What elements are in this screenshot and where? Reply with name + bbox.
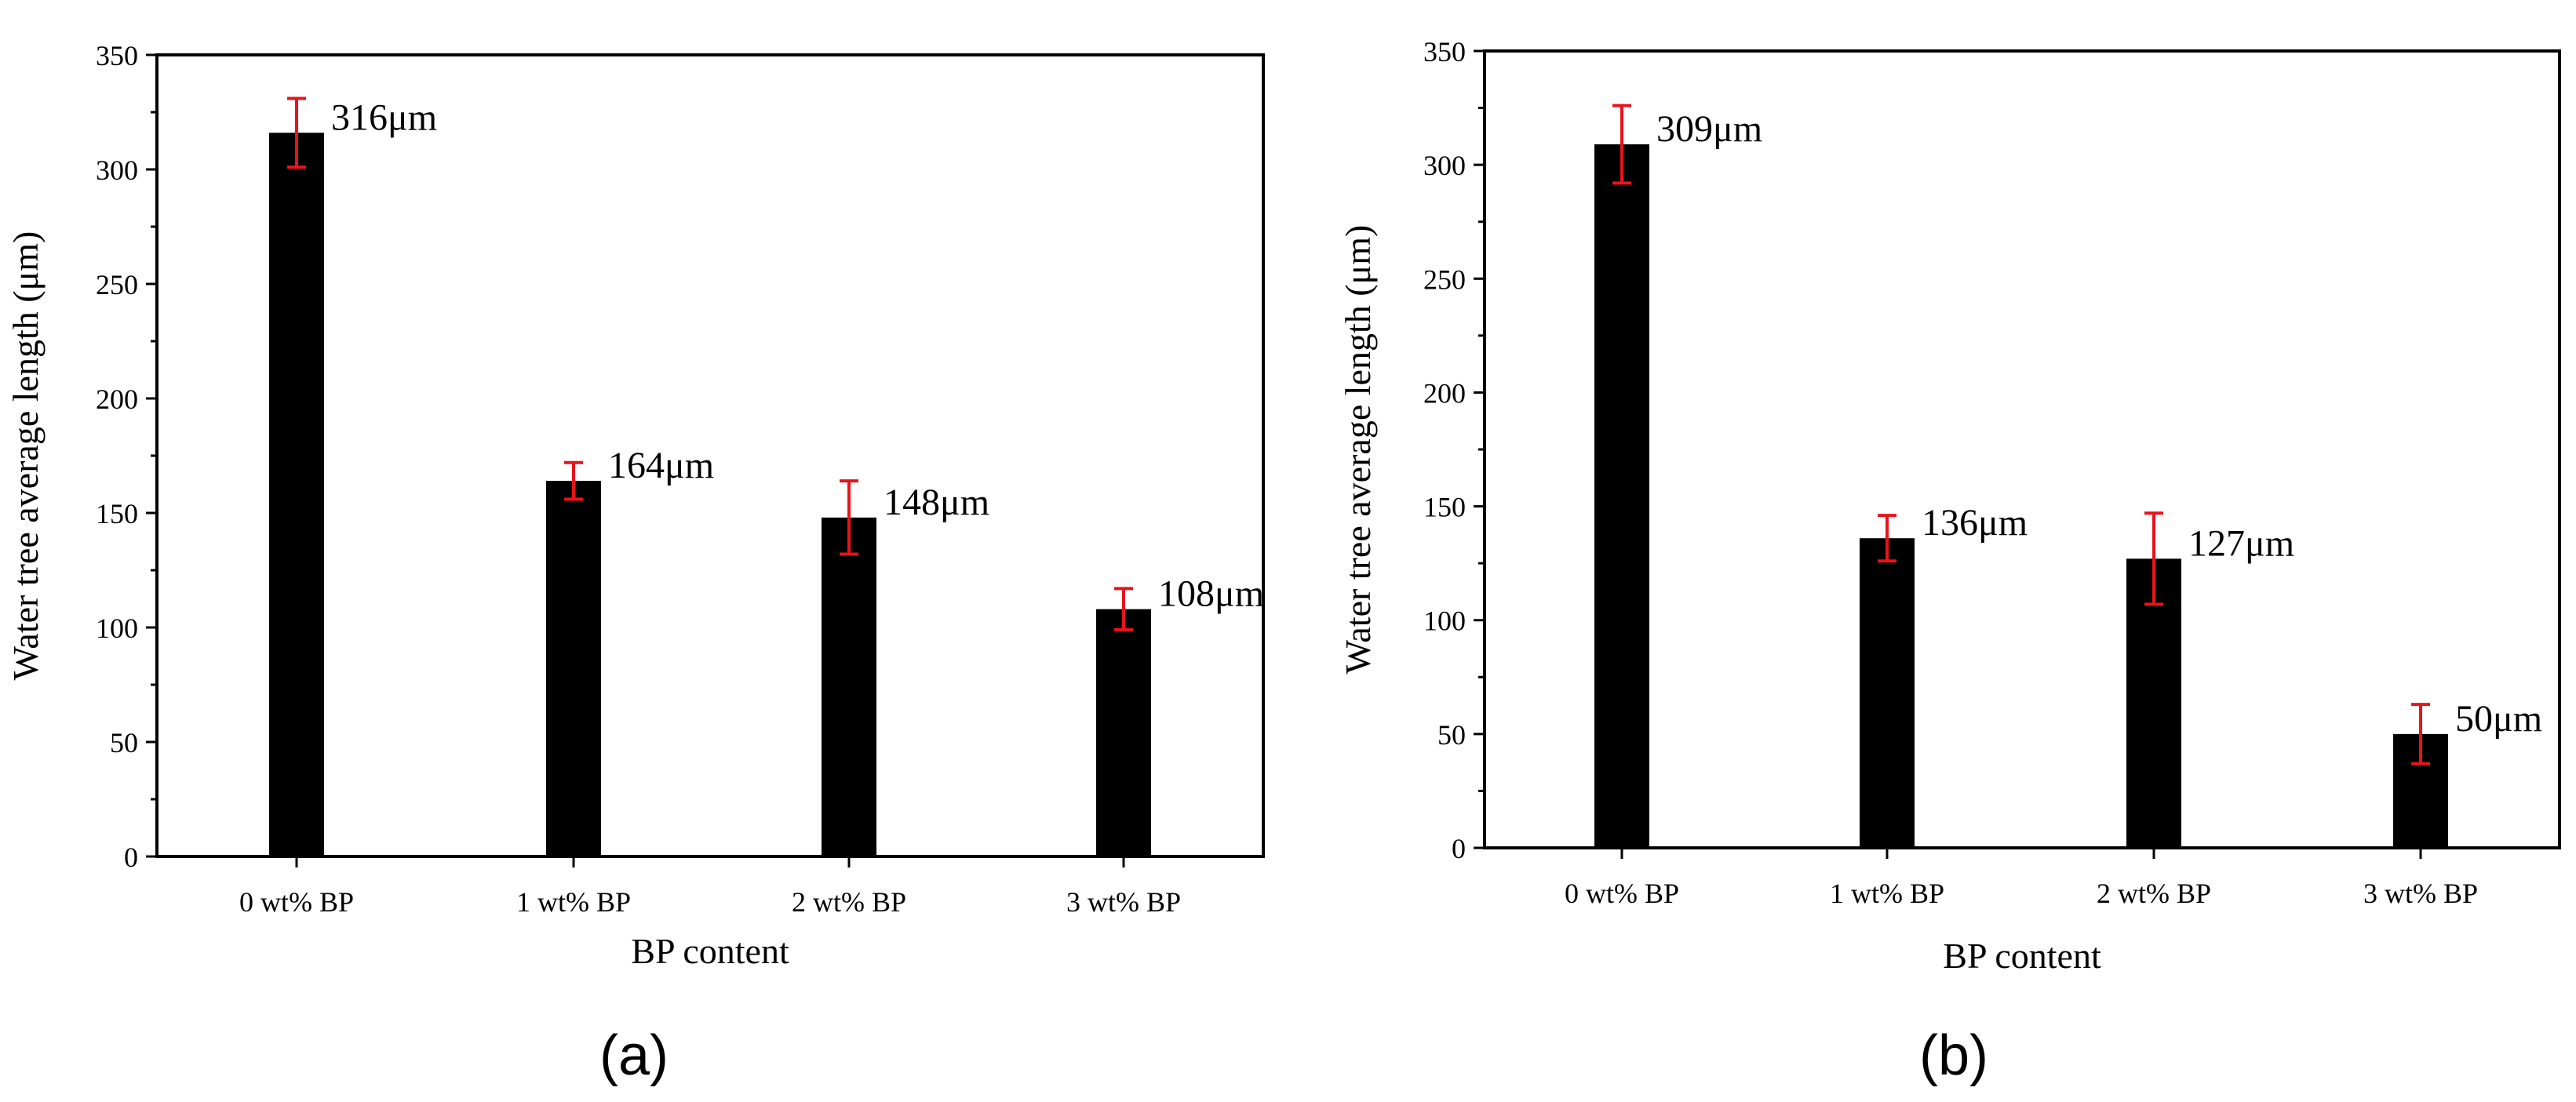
- x-tick-label: 1 wt% BP: [516, 886, 631, 918]
- bar-2: [1860, 538, 1915, 848]
- x-tick-label: 0 wt% BP: [1565, 878, 1679, 909]
- y-tick-label: 300: [96, 155, 138, 186]
- bar-value-label: 148μm: [884, 482, 989, 523]
- bar-1: [1594, 144, 1649, 848]
- y-tick-label: 50: [1437, 719, 1466, 751]
- y-tick-label: 250: [96, 269, 138, 300]
- bar-value-label: 136μm: [1922, 502, 2028, 544]
- y-tick-label: 100: [96, 613, 138, 644]
- x-tick-label: 2 wt% BP: [792, 886, 906, 918]
- bar-3: [2126, 558, 2181, 848]
- y-tick-label: 50: [110, 727, 138, 758]
- chart-b: 0 50 100 150 200 250 300 350 309μm 0 wt% BP 136μm 1…: [1338, 36, 2561, 1087]
- panel-label: (b): [1919, 1024, 1988, 1087]
- bar-value-label: 127μm: [2188, 522, 2294, 564]
- y-tick-label: 0: [124, 842, 138, 873]
- y-tick-label: 100: [1423, 606, 1466, 637]
- y-tick-label: 200: [96, 384, 138, 415]
- y-tick-label: 350: [1423, 36, 1466, 67]
- y-tick-label: 200: [1423, 377, 1466, 409]
- y-tick-label: 150: [1423, 492, 1466, 523]
- bar-value-label: 164μm: [608, 445, 714, 486]
- y-tick-label: 250: [1423, 264, 1466, 295]
- x-axis-title: BP content: [631, 931, 789, 971]
- bar-value-label: 108μm: [1158, 573, 1264, 615]
- chart-a: 0 50 100 150 200 250 300 350 316μm 0 wt% BP 164μm 1…: [5, 40, 1265, 1087]
- y-tick-label: 350: [96, 40, 138, 71]
- bar-value-label: 316μm: [331, 96, 437, 138]
- bar-1: [269, 133, 324, 857]
- x-tick-label: 1 wt% BP: [1830, 878, 1944, 909]
- y-axis-title: Water tree average length (μm): [1338, 225, 1378, 675]
- bar-value-label: 309μm: [1656, 108, 1762, 150]
- bar-3: [822, 517, 876, 857]
- bar-2: [546, 481, 601, 857]
- x-tick-label: 2 wt% BP: [2097, 878, 2211, 909]
- x-tick-label: 3 wt% BP: [2363, 878, 2478, 909]
- x-axis-title: BP content: [1943, 936, 2101, 976]
- panel-label: (a): [599, 1024, 669, 1087]
- bar-value-label: 50μm: [2455, 698, 2542, 740]
- x-tick-label: 3 wt% BP: [1066, 886, 1181, 918]
- x-tick-label: 0 wt% BP: [239, 886, 354, 918]
- bar-4: [1096, 609, 1151, 857]
- y-tick-label: 300: [1423, 150, 1466, 181]
- y-axis-title: Water tree average length (μm): [5, 231, 46, 681]
- y-tick-label: 0: [1452, 833, 1466, 864]
- y-tick-label: 150: [96, 498, 138, 529]
